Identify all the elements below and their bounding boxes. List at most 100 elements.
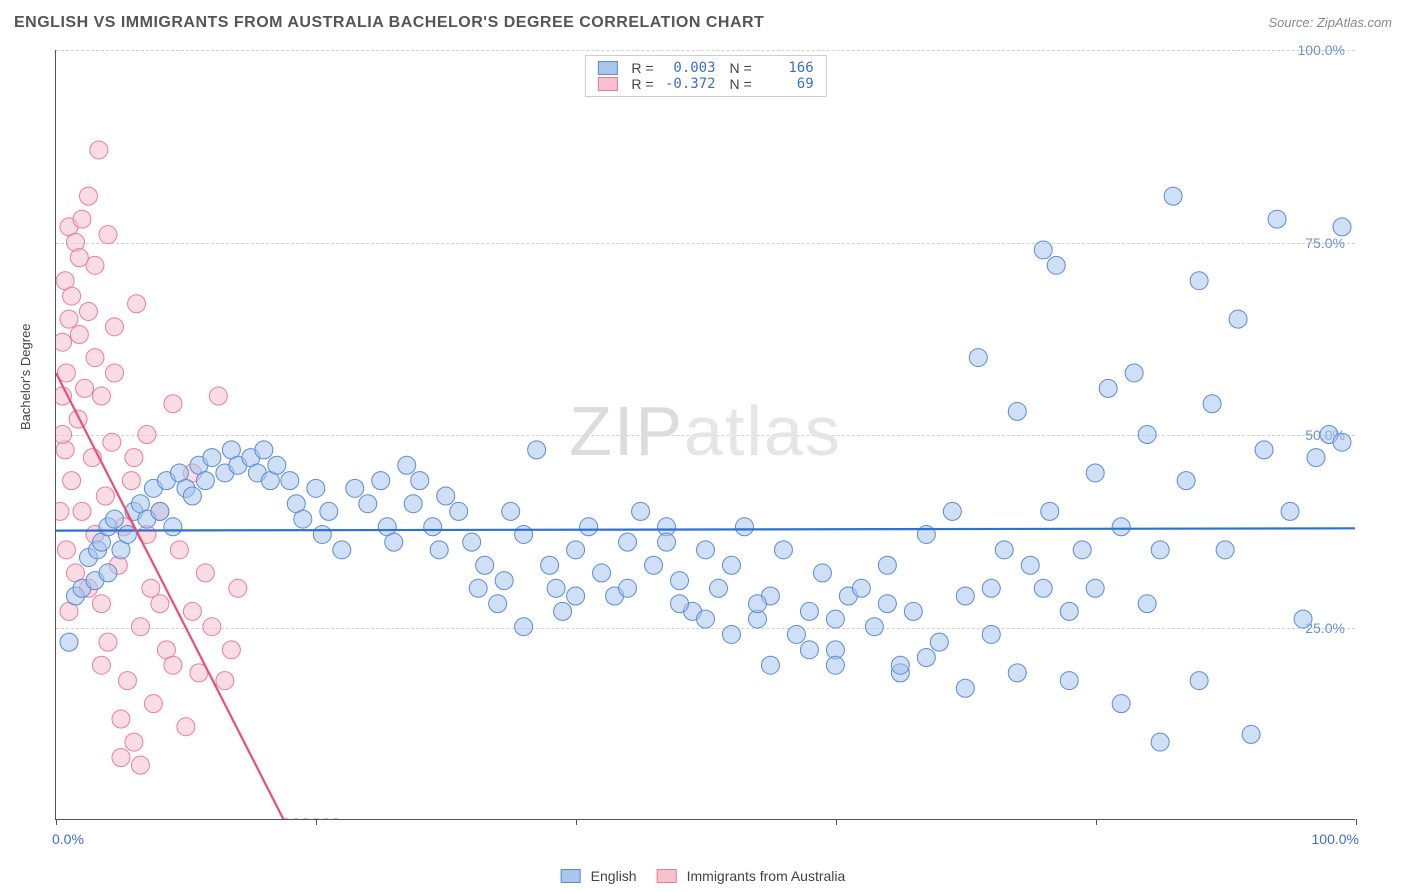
- data-point: [105, 510, 123, 528]
- data-point: [203, 618, 221, 636]
- data-point: [183, 487, 201, 505]
- data-point: [196, 564, 214, 582]
- data-point: [450, 502, 468, 520]
- data-point: [385, 533, 403, 551]
- data-point: [437, 487, 455, 505]
- data-point: [735, 518, 753, 536]
- data-point: [70, 326, 88, 344]
- data-point: [1151, 733, 1169, 751]
- data-point: [709, 579, 727, 597]
- data-point: [541, 556, 559, 574]
- data-point: [469, 579, 487, 597]
- data-point: [1112, 695, 1130, 713]
- correlation-legend: R = 0.003 N = 166 R = -0.372 N = 69: [584, 55, 826, 97]
- data-point: [748, 595, 766, 613]
- data-point: [1242, 725, 1260, 743]
- data-point: [515, 525, 533, 543]
- data-point: [1112, 518, 1130, 536]
- data-point: [1047, 256, 1065, 274]
- n-value-immigrants: 69: [762, 76, 814, 92]
- data-point: [424, 518, 442, 536]
- data-point: [164, 656, 182, 674]
- data-point: [73, 210, 91, 228]
- data-point: [917, 649, 935, 667]
- data-point: [969, 349, 987, 367]
- source-attribution: Source: ZipAtlas.com: [1268, 15, 1392, 30]
- data-point: [1190, 672, 1208, 690]
- data-point: [554, 602, 572, 620]
- data-point: [774, 541, 792, 559]
- data-point: [982, 579, 1000, 597]
- regression-line: [56, 528, 1355, 530]
- data-point: [103, 433, 121, 451]
- data-point: [722, 625, 740, 643]
- data-point: [1255, 441, 1273, 459]
- data-point: [463, 533, 481, 551]
- data-point: [128, 295, 146, 313]
- data-point: [515, 618, 533, 636]
- x-tick: [576, 819, 577, 825]
- data-point: [69, 410, 87, 428]
- data-point: [1060, 602, 1078, 620]
- data-point: [1034, 579, 1052, 597]
- r-value-english: 0.003: [664, 60, 716, 76]
- data-point: [1333, 433, 1351, 451]
- data-point: [1086, 464, 1104, 482]
- data-point: [1294, 610, 1312, 628]
- data-point: [142, 579, 160, 597]
- data-point: [995, 541, 1013, 559]
- data-point: [476, 556, 494, 574]
- data-point: [1268, 210, 1286, 228]
- data-point: [865, 618, 883, 636]
- data-point: [255, 441, 273, 459]
- data-point: [144, 695, 162, 713]
- data-point: [956, 679, 974, 697]
- data-point: [131, 756, 149, 774]
- data-point: [229, 579, 247, 597]
- data-point: [1034, 241, 1052, 259]
- data-point: [151, 595, 169, 613]
- x-tick: [56, 819, 57, 825]
- data-point: [105, 318, 123, 336]
- data-point: [56, 333, 71, 351]
- data-point: [528, 441, 546, 459]
- data-point: [1216, 541, 1234, 559]
- data-point: [826, 610, 844, 628]
- data-point: [567, 587, 585, 605]
- data-point: [495, 572, 513, 590]
- data-point: [307, 479, 325, 497]
- data-point: [956, 587, 974, 605]
- data-point: [1125, 364, 1143, 382]
- data-point: [333, 541, 351, 559]
- data-point: [1307, 449, 1325, 467]
- data-point: [96, 487, 114, 505]
- legend-swatch: [561, 869, 581, 883]
- x-tick: [1356, 819, 1357, 825]
- data-point: [619, 533, 637, 551]
- y-axis-label: Bachelor's Degree: [18, 323, 33, 430]
- x-tick: [836, 819, 837, 825]
- data-point: [177, 718, 195, 736]
- data-point: [1229, 310, 1247, 328]
- data-point: [57, 541, 75, 559]
- data-point: [904, 602, 922, 620]
- data-point: [1203, 395, 1221, 413]
- data-point: [826, 656, 844, 674]
- data-point: [222, 641, 240, 659]
- data-point: [346, 479, 364, 497]
- data-point: [99, 564, 117, 582]
- data-point: [1138, 426, 1156, 444]
- data-point: [1008, 664, 1026, 682]
- data-point: [982, 625, 1000, 643]
- n-value-english: 166: [762, 60, 814, 76]
- data-point: [281, 472, 299, 490]
- data-point: [73, 502, 91, 520]
- data-point: [671, 595, 689, 613]
- data-point: [761, 656, 779, 674]
- data-point: [502, 502, 520, 520]
- data-point: [60, 633, 78, 651]
- data-point: [645, 556, 663, 574]
- data-point: [658, 533, 676, 551]
- legend-item: English: [561, 868, 637, 884]
- data-point: [411, 472, 429, 490]
